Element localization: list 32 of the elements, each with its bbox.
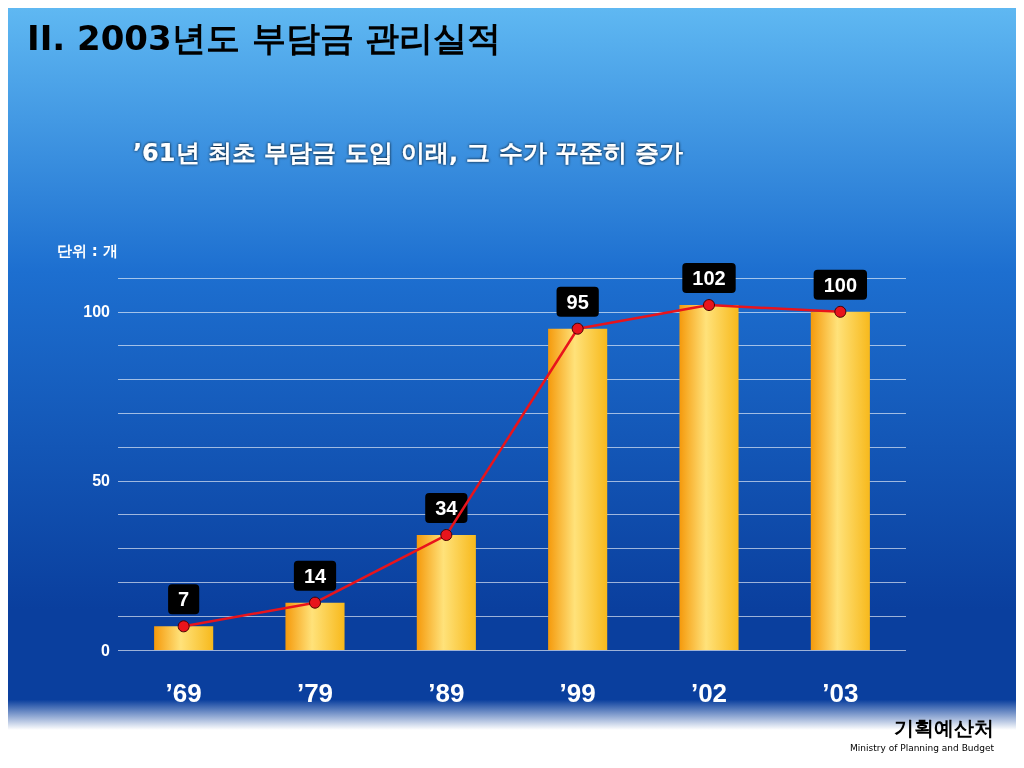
bar (548, 328, 608, 650)
data-label: 14 (303, 564, 327, 587)
text: Ministry of Planning and Budget (850, 742, 995, 753)
text: 기획예산처 (894, 716, 994, 740)
y-axis-title: 단위 : 개 (56, 241, 118, 260)
point (834, 305, 847, 318)
bar (810, 311, 870, 650)
point (703, 299, 715, 312)
bar (679, 305, 739, 650)
point (571, 322, 584, 335)
point (177, 620, 190, 633)
bar (416, 535, 476, 650)
x-tick-label: ’89 (428, 678, 465, 708)
x-tick-label: ’69 (165, 678, 202, 708)
x-tick-label: ’99 (559, 678, 596, 708)
data-label: 102 (692, 267, 726, 290)
data-label: 100 (823, 273, 858, 296)
bar (154, 626, 214, 650)
x-tick-label: ’79 (296, 678, 334, 708)
y-tick-label: 0 (101, 641, 111, 659)
y-tick-label: 100 (83, 303, 111, 321)
bar (285, 602, 345, 650)
data-label: 34 (435, 497, 459, 520)
chart-title: II. 2003년도 부담금 관리실적 (27, 18, 502, 58)
x-tick-label: ’02 (690, 678, 728, 708)
point (309, 596, 321, 609)
data-label: 95 (566, 290, 589, 313)
y-tick-label: 50 (92, 472, 111, 490)
x-tick-label: ’03 (822, 678, 859, 708)
data-label: 7 (178, 588, 190, 611)
point (440, 529, 453, 542)
chart-subtitle: ’61년 최초 부담금 도입 이래, 그 수가 꾸준히 증가 (133, 139, 684, 167)
